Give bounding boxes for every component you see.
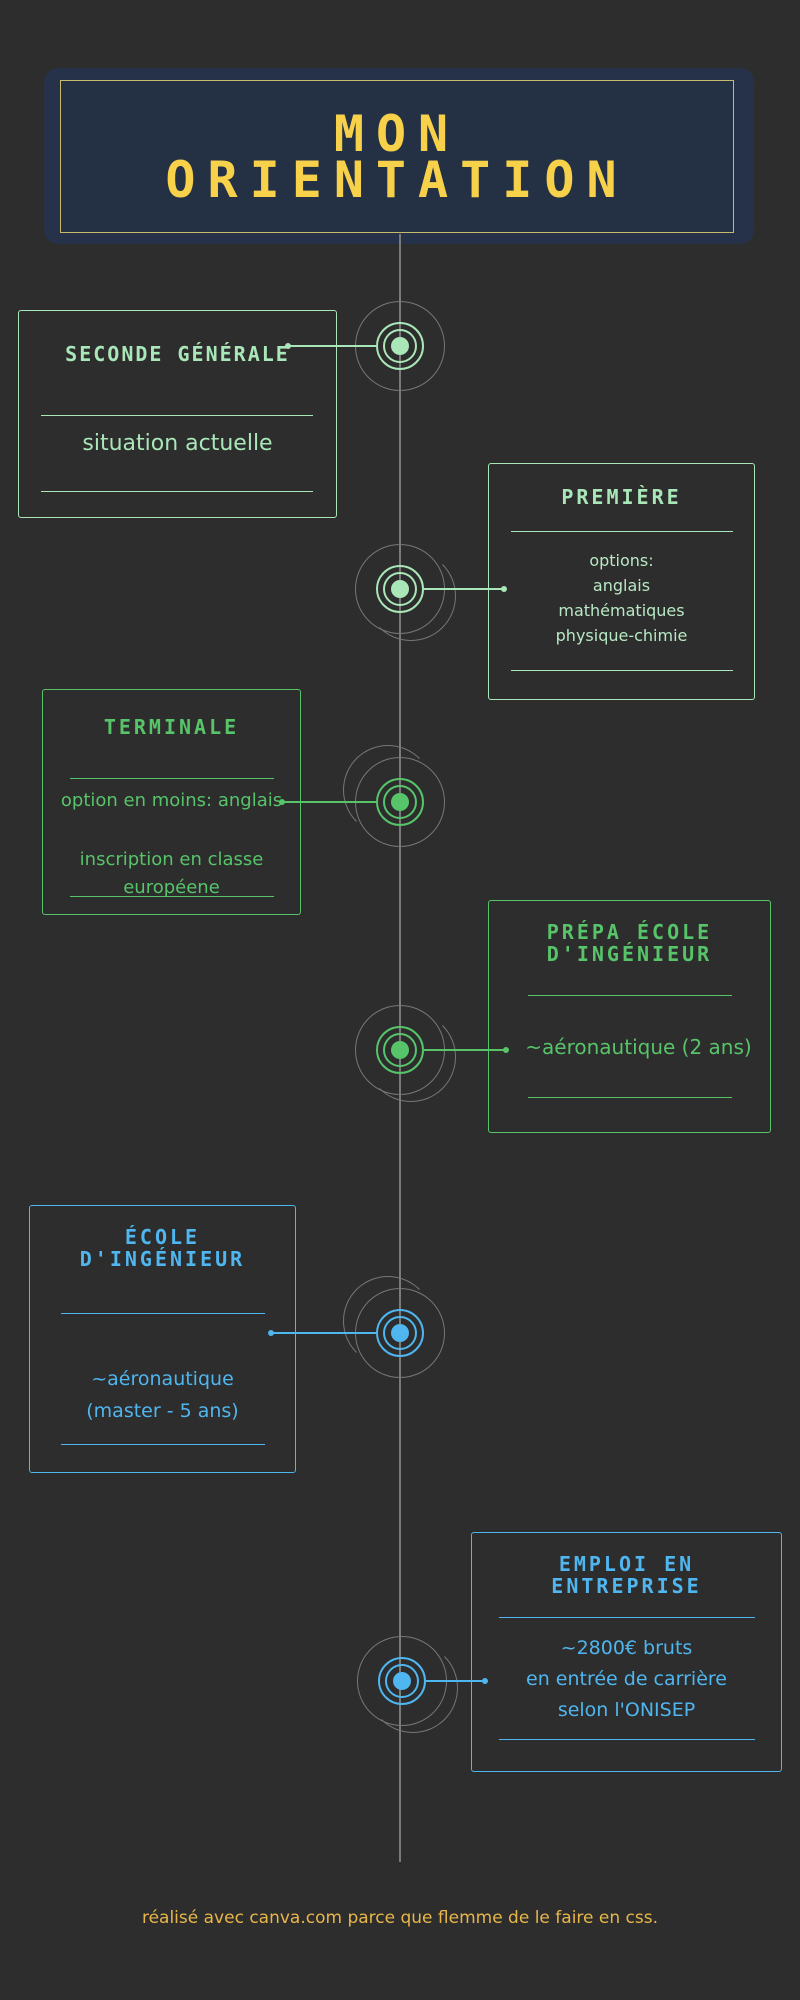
- footer-note: réalisé avec canva.com parce que flemme …: [141, 1908, 659, 1928]
- title-line-2: ORIENTATION: [165, 150, 629, 209]
- connector-6: [426, 1680, 486, 1682]
- step-text: situation actuelle: [82, 431, 273, 456]
- connector-5: [272, 1332, 376, 1334]
- divider: [70, 896, 274, 897]
- step-text: ~2800€ bruts: [560, 1637, 693, 1659]
- step-title-line: ENTREPRISE: [551, 1574, 702, 1598]
- step-card-seconde: SECONDE GÉNÉRALE situation actuelle: [18, 310, 337, 518]
- step-card-ecole: ÉCOLE D'INGÉNIEUR ~aéronautique (master …: [29, 1205, 296, 1473]
- step-title-line: D'INGÉNIEUR: [79, 1247, 246, 1271]
- connector-end-3: [279, 799, 285, 805]
- step-title-line: PRÉPA ÉCOLE: [546, 920, 713, 944]
- step-text: physique-chimie: [555, 626, 688, 645]
- divider: [61, 1444, 265, 1445]
- step-text: mathématiques: [558, 601, 685, 620]
- step-title: SECONDE GÉNÉRALE: [65, 342, 290, 366]
- step-text: (master - 5 ans): [86, 1400, 239, 1422]
- divider: [499, 1617, 755, 1618]
- step-text: anglais: [592, 576, 651, 595]
- step-text: inscription en classe: [79, 849, 264, 870]
- divider: [528, 995, 732, 996]
- divider: [499, 1739, 755, 1740]
- step-text: ~aéronautique (2 ans): [525, 1035, 752, 1059]
- title-banner: MON ORIENTATION: [60, 80, 734, 233]
- connector-end-4: [503, 1047, 509, 1053]
- connector-3: [282, 801, 376, 803]
- step-card-prepa: PRÉPA ÉCOLE D'INGÉNIEUR ~aéronautique (2…: [488, 900, 771, 1133]
- divider: [528, 1097, 732, 1098]
- step-text: option en moins: anglais: [60, 790, 283, 811]
- step-title-line: ÉCOLE: [124, 1225, 201, 1249]
- connector-4: [424, 1049, 506, 1051]
- divider: [41, 491, 313, 492]
- connector-end-6: [482, 1678, 488, 1684]
- step-text: européene: [123, 877, 220, 898]
- divider: [61, 1313, 265, 1314]
- step-text: ~aéronautique: [91, 1368, 234, 1390]
- step-card-emploi: EMPLOI EN ENTREPRISE ~2800€ bruts en ent…: [471, 1532, 782, 1772]
- step-title-line: EMPLOI EN: [558, 1552, 695, 1576]
- step-card-premiere: PREMIÈRE options: anglais mathématiques …: [488, 463, 755, 700]
- divider: [70, 778, 274, 779]
- divider: [41, 415, 313, 416]
- connector-end-5: [268, 1330, 274, 1336]
- step-text: selon l'ONISEP: [557, 1699, 696, 1721]
- divider: [511, 670, 733, 671]
- step-text: en entrée de carrière: [526, 1668, 727, 1690]
- step-title-line: D'INGÉNIEUR: [546, 942, 713, 966]
- step-card-terminale: TERMINALE option en moins: anglais inscr…: [42, 689, 301, 915]
- title-line-1: MON: [333, 104, 461, 163]
- connector-end-1: [285, 343, 291, 349]
- connector-end-2: [501, 586, 507, 592]
- connector-2: [424, 588, 504, 590]
- divider: [511, 531, 733, 532]
- step-title: TERMINALE: [103, 715, 240, 739]
- step-text: options:: [589, 551, 654, 570]
- step-title: PREMIÈRE: [561, 485, 682, 509]
- connector-1: [288, 345, 376, 347]
